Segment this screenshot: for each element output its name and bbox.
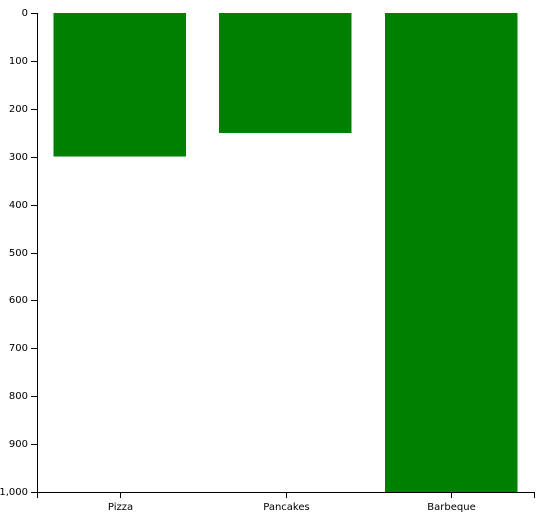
y-tick-label: 500 bbox=[9, 248, 28, 259]
y-tick-label: 100 bbox=[9, 56, 28, 67]
x-tick-label-pancakes: Pancakes bbox=[263, 502, 309, 513]
y-tick-label: 900 bbox=[9, 439, 28, 450]
x-tick-label-barbeque: Barbeque bbox=[427, 502, 475, 513]
bars-group bbox=[53, 13, 518, 492]
y-tick-label: 800 bbox=[9, 391, 28, 402]
y-tick-label: 1,000 bbox=[0, 487, 28, 498]
y-axis: 0 100 200 300 400 500 600 700 800 900 1,000 bbox=[0, 8, 38, 498]
y-tick-label: 700 bbox=[9, 343, 28, 354]
bar-barbeque bbox=[384, 13, 518, 492]
x-tick-label-pizza: Pizza bbox=[108, 502, 133, 513]
y-tick-label: 0 bbox=[22, 8, 28, 19]
y-tick-label: 600 bbox=[9, 295, 28, 306]
y-tick-label: 200 bbox=[9, 104, 28, 115]
x-axis: Pizza Pancakes Barbeque bbox=[37, 492, 535, 513]
y-tick-label: 300 bbox=[9, 152, 28, 163]
bar-pizza bbox=[53, 13, 187, 157]
y-tick-label: 400 bbox=[9, 200, 28, 211]
bar-pancakes bbox=[219, 13, 352, 133]
